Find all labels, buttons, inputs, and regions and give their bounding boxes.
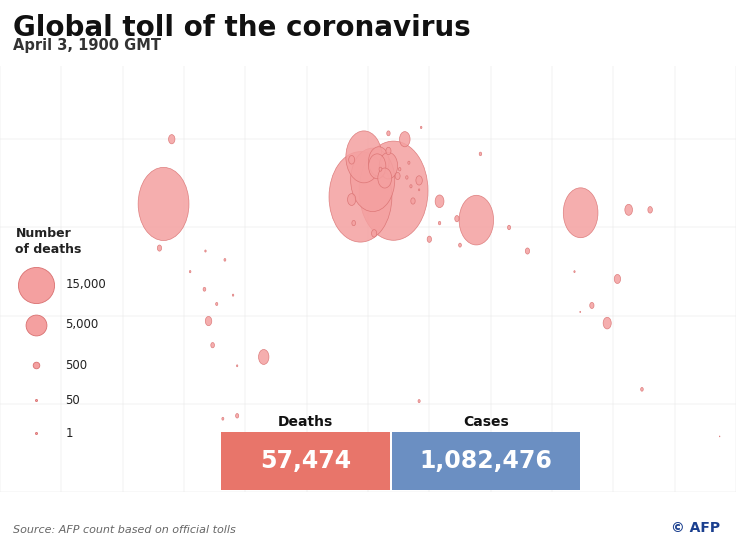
Circle shape — [386, 131, 390, 136]
Circle shape — [236, 414, 238, 418]
Circle shape — [508, 225, 511, 230]
Text: 50: 50 — [66, 394, 80, 407]
Circle shape — [169, 135, 175, 144]
Circle shape — [408, 161, 410, 164]
Circle shape — [210, 342, 214, 348]
Circle shape — [418, 399, 420, 403]
Circle shape — [455, 216, 459, 222]
Circle shape — [347, 194, 355, 206]
Circle shape — [420, 126, 422, 129]
Circle shape — [479, 152, 481, 156]
Circle shape — [604, 317, 611, 329]
Circle shape — [459, 195, 494, 245]
Circle shape — [411, 198, 415, 204]
Text: 15,000: 15,000 — [66, 278, 106, 291]
Circle shape — [258, 350, 269, 364]
Circle shape — [359, 141, 428, 240]
Circle shape — [350, 148, 394, 212]
Circle shape — [222, 417, 224, 420]
Circle shape — [398, 167, 401, 171]
Circle shape — [590, 302, 594, 309]
Circle shape — [416, 176, 422, 185]
Text: Source: AFP count based on official tolls: Source: AFP count based on official toll… — [13, 525, 236, 535]
Circle shape — [203, 287, 206, 291]
Circle shape — [386, 147, 391, 155]
Circle shape — [419, 189, 420, 191]
Circle shape — [439, 222, 441, 225]
Circle shape — [400, 132, 410, 147]
Circle shape — [378, 168, 392, 188]
Circle shape — [640, 387, 643, 391]
Circle shape — [205, 316, 212, 325]
Circle shape — [372, 230, 377, 237]
Circle shape — [615, 275, 620, 283]
Circle shape — [526, 248, 530, 254]
Circle shape — [224, 259, 226, 261]
Text: © AFP: © AFP — [670, 521, 720, 535]
Circle shape — [329, 152, 392, 242]
Text: Deaths: Deaths — [277, 415, 333, 429]
Circle shape — [349, 155, 355, 164]
Circle shape — [138, 167, 189, 241]
Circle shape — [410, 185, 412, 188]
Circle shape — [236, 365, 238, 366]
Circle shape — [563, 188, 598, 238]
Circle shape — [233, 294, 234, 296]
Circle shape — [205, 250, 206, 252]
Circle shape — [352, 220, 355, 226]
Circle shape — [574, 271, 575, 272]
Circle shape — [216, 302, 218, 306]
Text: 5,000: 5,000 — [66, 318, 99, 331]
Circle shape — [427, 236, 431, 242]
Text: April 3, 1900 GMT: April 3, 1900 GMT — [13, 38, 161, 53]
Text: 1: 1 — [66, 427, 73, 440]
Circle shape — [189, 270, 191, 273]
Circle shape — [369, 147, 389, 176]
Circle shape — [158, 245, 162, 251]
Circle shape — [580, 311, 581, 312]
Circle shape — [648, 207, 652, 213]
Text: 500: 500 — [66, 359, 88, 371]
Circle shape — [379, 153, 397, 179]
Circle shape — [346, 131, 382, 183]
Circle shape — [459, 243, 461, 247]
Text: 1,082,476: 1,082,476 — [420, 449, 553, 473]
Circle shape — [625, 205, 632, 216]
Text: Cases: Cases — [463, 415, 509, 429]
Circle shape — [435, 195, 444, 208]
Circle shape — [395, 172, 400, 179]
Circle shape — [369, 154, 386, 179]
Text: 57,474: 57,474 — [260, 449, 351, 473]
Circle shape — [406, 176, 408, 179]
Text: Number
of deaths: Number of deaths — [15, 227, 82, 256]
Text: Global toll of the coronavirus: Global toll of the coronavirus — [13, 14, 471, 42]
Circle shape — [379, 167, 382, 171]
